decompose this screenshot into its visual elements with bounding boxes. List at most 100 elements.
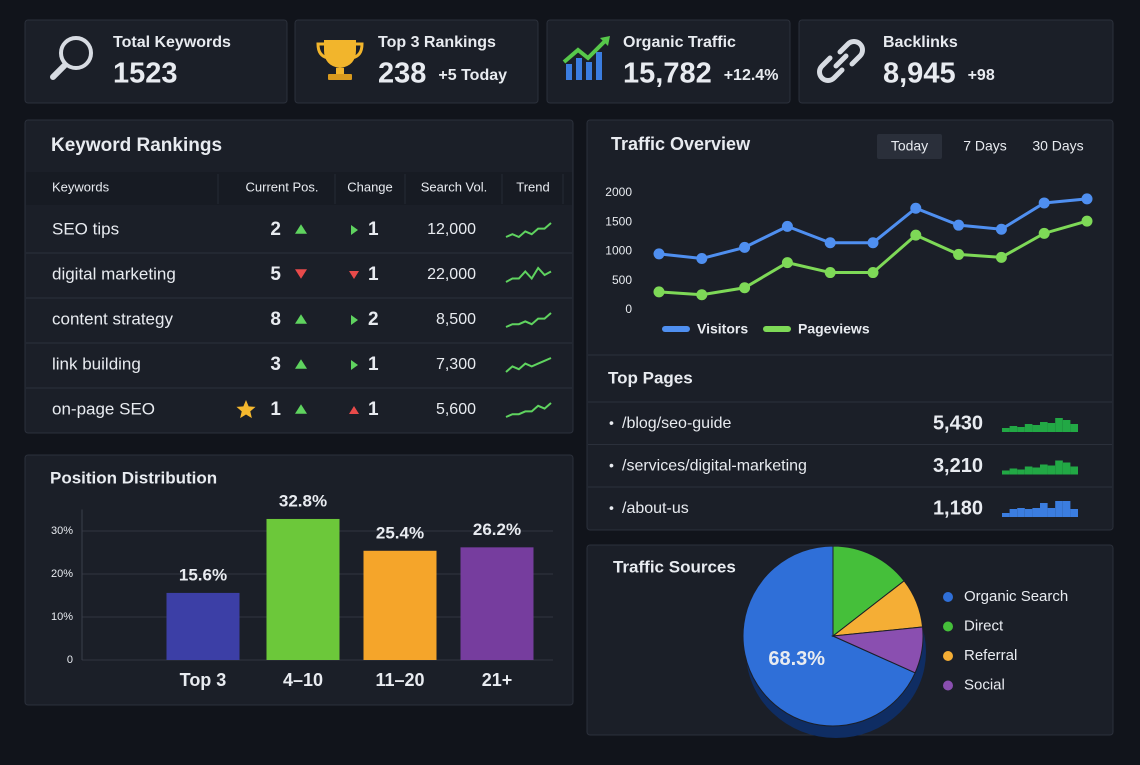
mini-bar [1032,425,1040,432]
y-tick-label: 20% [51,568,73,580]
mini-bar [1047,465,1056,475]
y-tick-label: 0 [625,302,632,316]
pie-slice [742,545,916,727]
page-views: 5,430 [933,412,983,434]
y-tick-label: 1000 [605,244,632,258]
point [910,229,922,241]
mini-bar [1009,509,1018,517]
x-tick-label: Top 3 [180,670,227,690]
point [696,253,708,265]
column-header: Change [347,179,393,194]
column-header: Current Pos. [246,179,319,194]
change: 2 [368,309,379,330]
point [867,237,879,249]
link-icon [817,39,865,83]
point [696,289,708,301]
bullet: • [609,457,614,473]
y-tick-label: 1500 [605,214,632,228]
mini-bar [1009,468,1018,475]
position-arrow [295,359,307,369]
stat-delta: +12.4% [724,67,779,84]
legend-dot [943,680,953,691]
change-arrow [349,271,359,279]
trend-sparkline [505,357,552,373]
y-tick-label: 10% [51,611,73,623]
mini-bar [1047,423,1056,432]
mini-bar [1040,464,1048,475]
star-icon [236,400,256,419]
legend-label: Social [964,676,1005,693]
value-label: 26.2% [473,520,521,539]
legend-label: Referral [964,647,1017,664]
traffic-panel [586,119,1114,531]
mini-bar [1017,508,1025,517]
stat-value: 15,782 [623,58,712,90]
point [781,257,793,269]
trend-sparkline [505,402,552,418]
bar [166,592,240,660]
bar [266,518,340,660]
y-tick-label: 0 [67,654,73,666]
bar [363,550,437,660]
change: 1 [368,399,379,420]
pie-slice [831,626,924,674]
tab[interactable]: 7 Days [963,138,1007,154]
search-volume: 12,000 [427,221,476,238]
stat-label: Organic Traffic [623,34,736,51]
mini-bar [1024,509,1033,517]
page-path: /services/digital-marketing [622,458,807,475]
y-tick-label: 30% [51,525,73,537]
y-tick-label: 500 [612,273,632,287]
mini-bar [1009,426,1018,432]
page-path: /blog/seo-guide [622,415,732,432]
mini-bar [1055,501,1063,517]
stat-card [798,19,1114,104]
stat-delta: +5 Today [438,67,507,84]
mini-bar [1047,508,1056,517]
point [995,223,1007,235]
stat-value: 238 [378,58,426,90]
mini-bar [1024,466,1033,475]
mini-bar [1017,469,1025,475]
legend-label: Visitors [697,321,748,337]
mini-bar [1062,462,1071,475]
position-arrow [295,314,307,324]
x-tick-label: 4–10 [283,670,323,690]
mini-bar [1062,420,1071,432]
mini-bar [1002,428,1010,432]
panel-title: Traffic Overview [611,134,751,154]
trophy-icon [316,40,364,80]
legend-swatch [662,326,690,332]
keyword: on-page SEO [52,399,155,418]
value-label: 25.4% [376,523,424,542]
trend-sparkline [505,312,552,328]
keyword: link building [52,354,141,373]
stat-label: Total Keywords [113,34,231,51]
tab[interactable]: Today [891,138,928,154]
position-arrow [295,269,307,279]
point [1038,197,1050,209]
search-volume: 22,000 [427,266,476,283]
change: 1 [368,354,379,375]
point [653,248,665,260]
legend-label: Direct [964,617,1004,634]
change: 1 [368,219,379,240]
point [739,241,751,253]
bar [460,547,534,660]
point [995,251,1007,263]
page-path: /about-us [622,500,689,517]
panel-title: Top Pages [608,368,693,387]
tab[interactable]: 30 Days [1032,138,1083,154]
position: 3 [270,354,281,375]
panel-title: Position Distribution [50,468,217,487]
change-arrow [351,360,358,370]
search-volume: 7,300 [436,356,476,373]
point [781,220,793,232]
panel-title: Keyword Rankings [51,135,222,156]
mini-bar [1055,418,1063,432]
keyword: digital marketing [52,264,176,283]
point [739,282,751,294]
legend-label: Organic Search [964,588,1068,605]
mini-bar [1032,467,1040,475]
